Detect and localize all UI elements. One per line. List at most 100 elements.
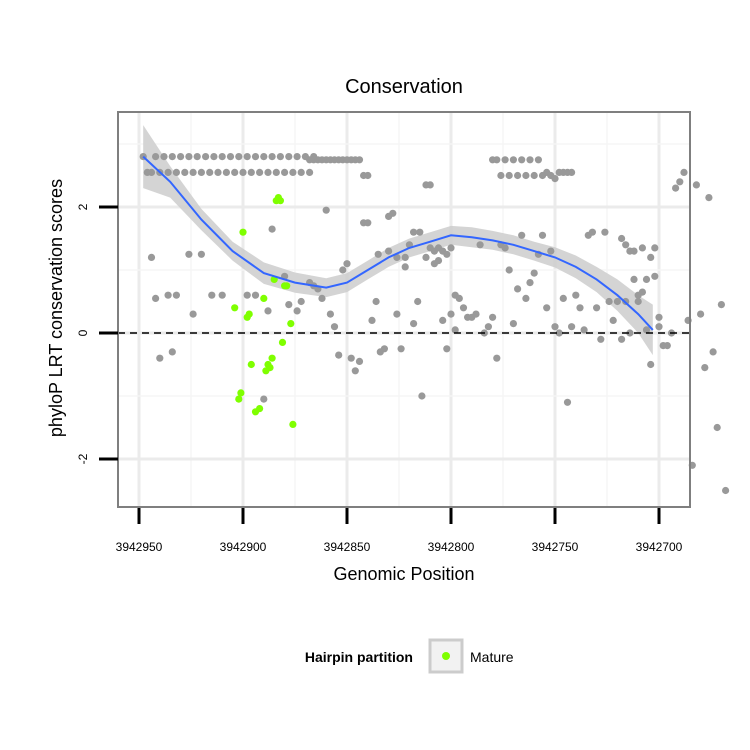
data-point-other (493, 156, 501, 164)
data-point-other (193, 153, 201, 161)
data-point-other (401, 263, 409, 271)
data-point-other (626, 247, 634, 255)
data-point-mature (231, 304, 239, 312)
data-point-other (676, 178, 684, 186)
data-point-other (393, 310, 401, 318)
data-point-other (680, 168, 688, 176)
data-point-other (401, 253, 409, 261)
data-point-other (526, 156, 534, 164)
data-point-other (251, 153, 260, 161)
data-point-other (489, 313, 497, 321)
data-point-other (501, 244, 509, 252)
data-point-other (626, 329, 634, 337)
points-layer (139, 153, 730, 495)
data-point-mature (289, 420, 297, 428)
data-point-other (526, 279, 534, 287)
data-point-other (247, 168, 255, 176)
data-point-other (613, 297, 622, 306)
data-point-mature (260, 294, 268, 302)
data-point-other (414, 297, 422, 306)
x-tick-label: 3942900 (220, 540, 267, 554)
data-point-other (172, 291, 180, 299)
data-point-other (322, 206, 330, 214)
data-point-other (235, 153, 243, 161)
data-point-other (339, 266, 347, 274)
x-tick-label: 3942700 (636, 540, 683, 554)
data-point-other (722, 486, 730, 495)
panel-border (117, 111, 691, 508)
data-point-other (555, 329, 563, 337)
data-point-other (522, 171, 530, 180)
data-point-other (206, 168, 214, 176)
data-point-other (172, 168, 180, 176)
data-point-other (168, 348, 176, 356)
data-point-other (493, 354, 501, 362)
legend: Hairpin partition Mature (305, 638, 514, 674)
data-point-other (514, 285, 522, 293)
data-point-other (509, 320, 517, 328)
data-point-other (260, 395, 268, 403)
data-point-other (434, 257, 443, 265)
data-point-other (374, 250, 382, 258)
data-point-other (651, 272, 659, 280)
data-point-mature (235, 395, 243, 403)
data-point-mature (266, 364, 274, 372)
data-point-other (218, 291, 226, 299)
y-axis-title: phyloP LRT conservation scores (46, 179, 66, 437)
data-point-other (472, 310, 480, 318)
data-point-other (692, 181, 701, 189)
data-point-other (197, 250, 205, 258)
data-point-other (655, 323, 663, 331)
data-point-other (447, 244, 455, 252)
data-point-mature (256, 405, 264, 413)
data-point-other (218, 153, 226, 161)
data-point-mature (278, 338, 287, 346)
data-point-other (326, 310, 334, 318)
data-point-other (443, 250, 451, 258)
data-point-other (272, 168, 280, 176)
data-point-other (351, 367, 359, 375)
data-point-other (697, 310, 705, 318)
data-point-other (243, 291, 251, 299)
smooth-line-layer (142, 155, 654, 331)
x-tick-label: 3942950 (116, 540, 163, 554)
data-point-other (559, 294, 567, 302)
data-point-other (630, 275, 638, 283)
y-axis: 2 0 -2 (76, 203, 118, 464)
data-point-other (347, 354, 355, 362)
data-point-other (285, 301, 293, 309)
data-point-other (372, 297, 380, 306)
data-point-other (418, 392, 426, 400)
data-point-other (551, 323, 559, 331)
data-point-other (497, 171, 505, 180)
data-point-other (642, 275, 651, 283)
data-point-other (214, 168, 222, 176)
data-point-other (355, 357, 364, 365)
data-point-other (147, 168, 156, 176)
data-point-other (514, 171, 522, 180)
data-point-other (164, 168, 172, 176)
data-point-other (576, 304, 584, 312)
data-point-mature (239, 228, 247, 236)
data-point-other (264, 307, 272, 315)
data-point-other (268, 225, 276, 233)
data-point-other (563, 398, 572, 406)
data-point-other (647, 360, 655, 369)
data-point-other (609, 316, 617, 324)
data-point-other (618, 335, 626, 343)
data-point-other (152, 294, 160, 302)
data-point-other (185, 153, 193, 161)
y-tick-label: -2 (76, 453, 90, 464)
data-point-other (243, 153, 251, 161)
data-point-other (717, 301, 726, 309)
data-point-other (518, 156, 526, 164)
data-point-other (547, 247, 555, 255)
data-point-other (268, 153, 276, 161)
data-point-other (709, 348, 717, 356)
data-point-other (672, 184, 680, 192)
data-point-other (538, 231, 547, 239)
data-point-other (210, 153, 218, 161)
x-axis: 3942950 3942900 3942850 3942800 3942750 39427… (116, 508, 683, 554)
data-point-other (152, 153, 160, 161)
